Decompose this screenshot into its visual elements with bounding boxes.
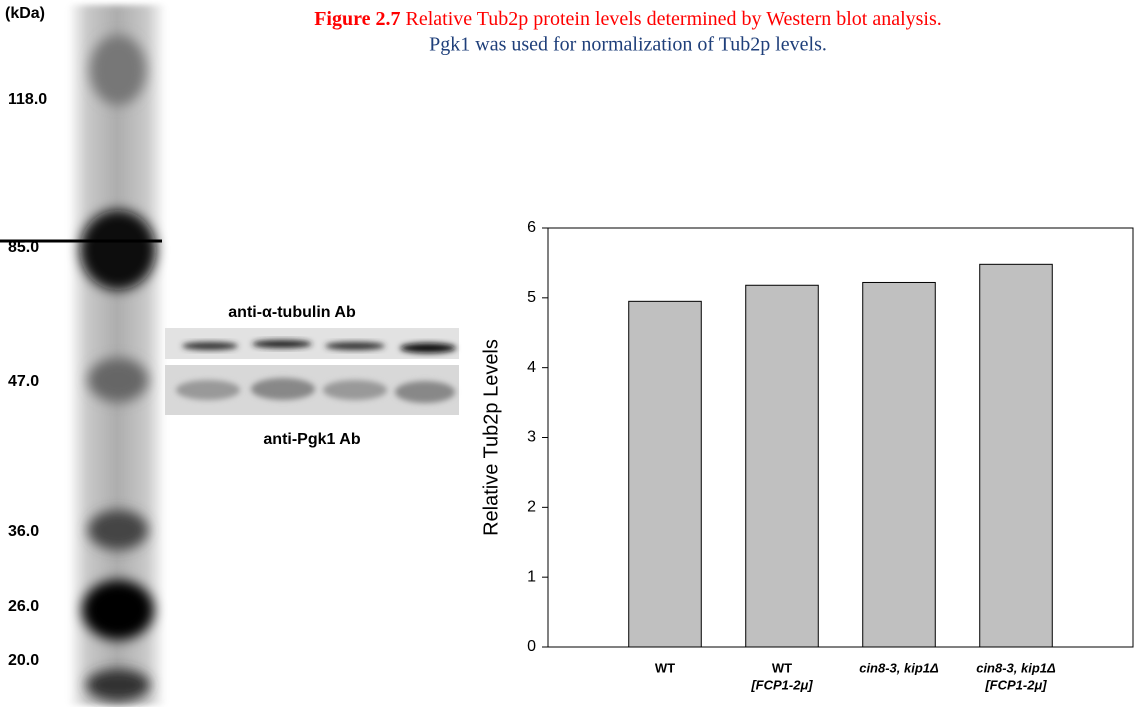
caption-text: Relative Tub2p protein levels determined… [406,8,942,30]
gel-unit: (kDa) [5,5,45,22]
y-tick-label: 5 [527,289,536,306]
blot-strips [165,328,459,415]
y-tick-label: 1 [527,568,536,585]
y-axis-label: Relative Tub2p Levels [480,339,502,536]
caption-line1: Figure 2.7 Relative Tub2p protein levels… [314,8,942,30]
gel-marker: 85.0 [8,239,39,256]
x-tick-label: WT [655,660,675,675]
figure: Figure 2.7 Relative Tub2p protein levels… [0,0,1138,707]
blot-label: anti-α-tubulin Ab [228,304,356,321]
gel-marker: 118.0 [8,91,47,108]
gel-marker: 26.0 [8,598,39,615]
caption-line2: Pgk1 was used for normalization of Tub2p… [429,34,827,56]
gel-marker: 47.0 [8,373,39,390]
bar [863,282,936,647]
x-tick-label: [FCP1-2μ] [750,677,813,692]
gel-marker: 20.0 [8,652,39,669]
bar-chart: 0 1 2 3 4 5 6 Relative Tub2p Levels WT WT [FCP1-2μ… [480,219,1133,692]
x-tick-label: [FCP1-2μ] [984,677,1047,692]
y-tick-label: 2 [527,499,536,516]
y-tick-label: 6 [527,219,536,236]
x-tick-label: cin8-3, kip1Δ [976,660,1056,675]
gel-marker: 36.0 [8,523,39,540]
y-tick-label: 0 [527,638,536,655]
y-tick-label: 4 [527,359,536,376]
x-tick-label: WT [772,660,792,675]
x-tick-label: cin8-3, kip1Δ [859,660,939,675]
figure-label: Figure 2.7 [314,8,400,30]
y-tick-label: 3 [527,429,536,446]
bar [629,301,702,647]
blot-label: anti-Pgk1 Ab [263,431,360,448]
bar [746,285,819,647]
bar [980,264,1053,647]
